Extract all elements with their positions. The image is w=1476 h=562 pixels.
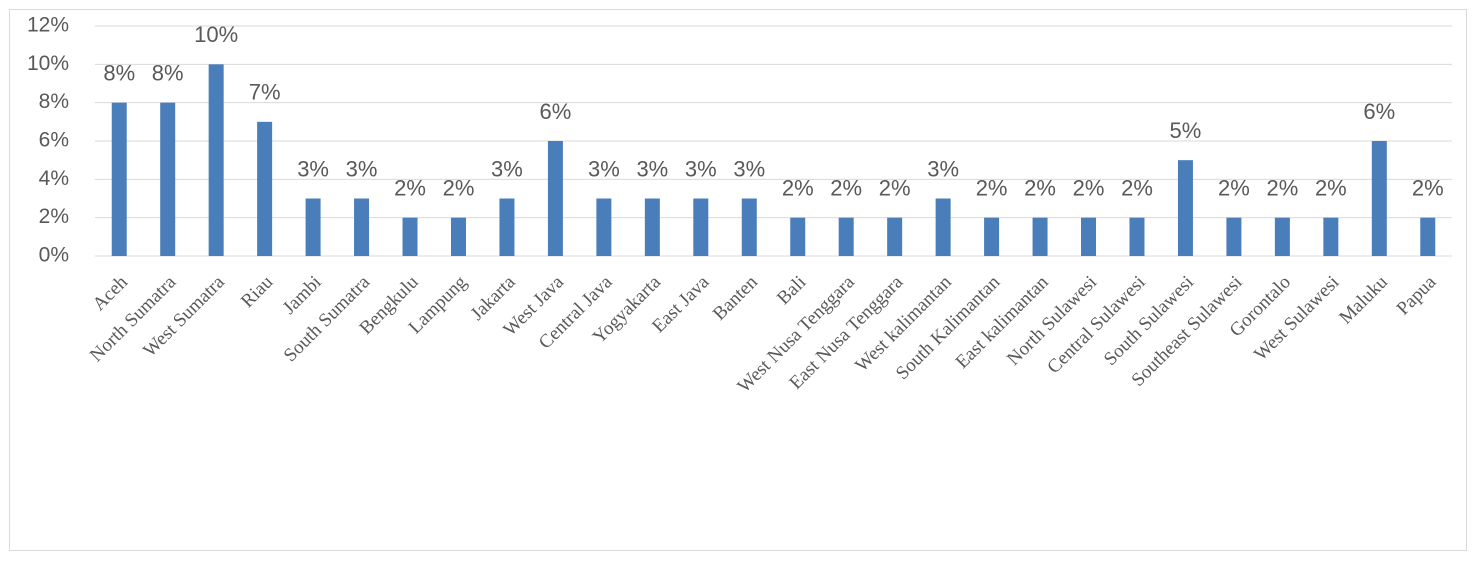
- bar: [354, 198, 370, 256]
- data-label: 2%: [782, 175, 814, 200]
- y-tick-label: 0%: [39, 244, 69, 267]
- data-label: 2%: [1218, 175, 1250, 200]
- data-label: 8%: [103, 60, 135, 85]
- y-tick-label: 12%: [27, 14, 69, 37]
- bar: [741, 198, 757, 256]
- data-label: 2%: [1121, 175, 1153, 200]
- bar: [935, 198, 951, 256]
- y-tick-label: 10%: [27, 52, 69, 75]
- data-label: 2%: [1266, 175, 1298, 200]
- data-label: 6%: [1363, 99, 1395, 124]
- bar: [838, 217, 854, 256]
- bar: [499, 198, 515, 256]
- chart-border: [9, 9, 1467, 551]
- data-label: 5%: [1170, 118, 1202, 143]
- data-label: 2%: [394, 175, 426, 200]
- bar: [208, 64, 224, 256]
- data-label: 8%: [152, 60, 184, 85]
- data-label: 3%: [297, 156, 329, 181]
- bar: [1274, 217, 1290, 256]
- y-tick-label: 8%: [39, 90, 69, 113]
- data-label: 2%: [1024, 175, 1056, 200]
- data-label: 2%: [830, 175, 862, 200]
- bar: [1129, 217, 1145, 256]
- data-label: 3%: [491, 156, 523, 181]
- bar: [1371, 141, 1387, 256]
- data-label: 3%: [588, 156, 620, 181]
- data-label: 2%: [976, 175, 1008, 200]
- bar: [693, 198, 709, 256]
- data-label: 3%: [733, 156, 765, 181]
- bar: [160, 102, 176, 257]
- bar: [1420, 217, 1436, 256]
- data-label: 2%: [879, 175, 911, 200]
- bar: [887, 217, 903, 256]
- y-tick-label: 4%: [39, 167, 69, 190]
- data-label: 2%: [443, 175, 475, 200]
- data-label: 2%: [1073, 175, 1105, 200]
- y-tick-label: 6%: [39, 129, 69, 152]
- data-label: 7%: [249, 80, 281, 105]
- data-label: 3%: [636, 156, 668, 181]
- bar: [1323, 217, 1339, 256]
- bar: [1226, 217, 1242, 256]
- bar: [984, 217, 1000, 256]
- bar: [596, 198, 612, 256]
- bar: [1032, 217, 1048, 256]
- data-label: 10%: [194, 22, 238, 47]
- data-label: 2%: [1315, 175, 1347, 200]
- bar: [547, 141, 563, 256]
- bar: [450, 217, 466, 256]
- bar: [402, 217, 418, 256]
- data-label: 6%: [540, 99, 572, 124]
- y-tick-label: 2%: [39, 205, 69, 228]
- data-label: 3%: [685, 156, 717, 181]
- bar: [257, 121, 273, 256]
- bar: [1177, 160, 1193, 256]
- data-label: 3%: [927, 156, 959, 181]
- bar: [1081, 217, 1097, 256]
- data-label: 3%: [346, 156, 378, 181]
- bar: [111, 102, 127, 257]
- bar: [644, 198, 660, 256]
- bar: [790, 217, 806, 256]
- data-label: 2%: [1412, 175, 1444, 200]
- bar: [305, 198, 321, 256]
